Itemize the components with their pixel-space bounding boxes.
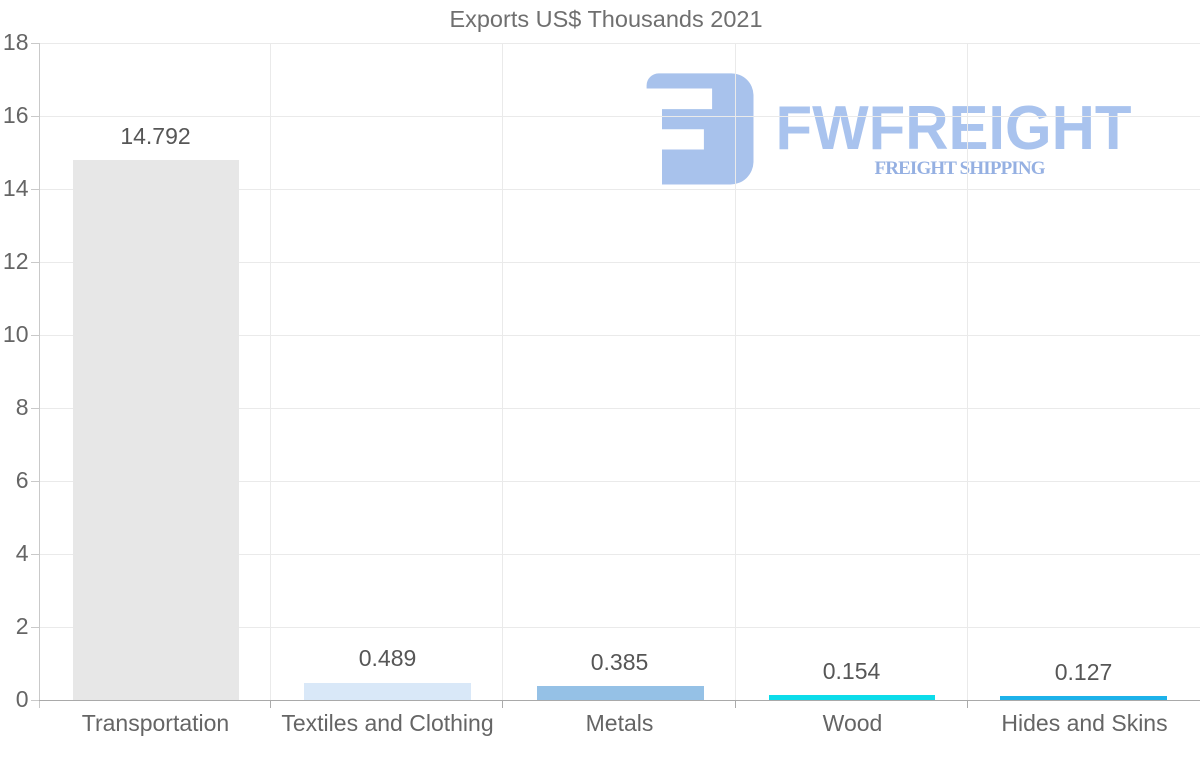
svg-text:FWFREIGHT: FWFREIGHT xyxy=(776,94,1132,163)
svg-text:FREIGHT SHIPPING: FREIGHT SHIPPING xyxy=(875,158,1046,179)
